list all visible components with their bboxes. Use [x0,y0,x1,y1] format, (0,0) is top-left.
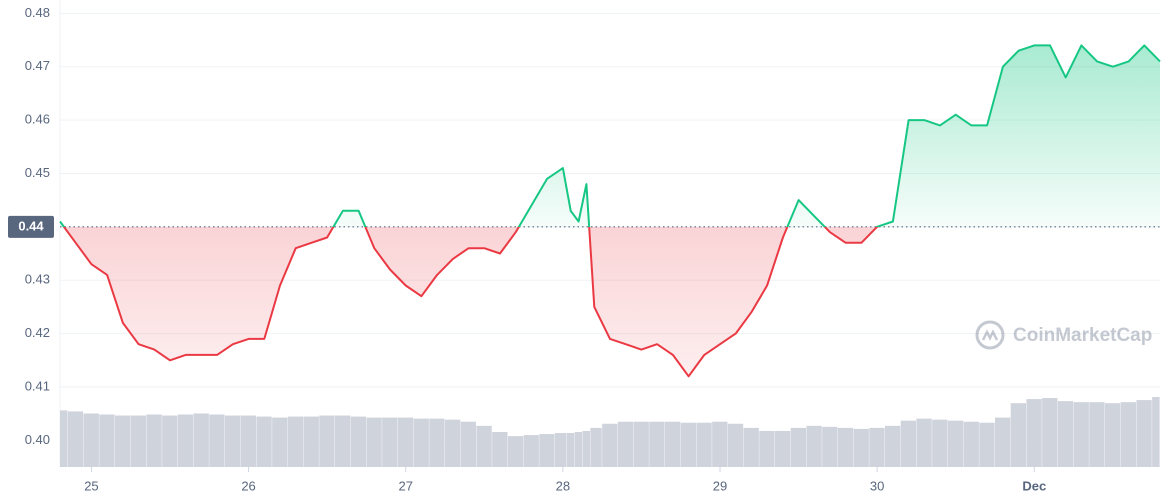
volume-bar [445,419,461,467]
volume-bar [582,430,590,467]
volume-bar [947,420,964,467]
volume-bar [963,421,979,467]
volume-bar [350,416,367,467]
baseline-label-box [8,215,54,238]
x-tick-label: 26 [241,478,255,493]
volume-bar [256,416,272,467]
volume-bar [790,427,807,467]
volume-bar [209,414,225,467]
volume-bar [67,411,84,467]
x-tick-label: 29 [713,478,727,493]
volume-bar [555,433,567,467]
volume-bar [460,421,477,467]
volume-bar [1073,402,1089,467]
x-tick-label: 30 [870,478,884,493]
volume-bar [932,419,948,467]
volume-bar [665,421,681,467]
volume-bar [900,420,917,467]
volume-bar [1136,400,1152,467]
volume-bar [303,416,319,467]
volume-bar [1105,403,1121,467]
volume-bar [916,418,932,467]
volume-bar [240,415,257,467]
volume-bar [566,433,575,467]
volume-bar [1120,402,1137,467]
volume-bar [743,427,759,467]
volume-bar [806,425,822,467]
volume-bar [287,416,304,467]
volume-bar [366,417,382,467]
volume-bar [162,415,178,467]
volume-bar [130,415,147,467]
volume-bar [413,418,429,467]
volume-bar [712,421,728,467]
volume-bar [1152,397,1160,467]
volume-bar [1010,403,1027,467]
y-tick-label: 0.40 [25,432,50,447]
volume-bar [1042,398,1058,467]
volume-bar [822,426,838,467]
y-tick-label: 0.42 [25,325,50,340]
volume-bar [523,435,539,467]
volume-bar [617,421,634,467]
volume-bar [507,436,524,467]
y-tick-label: 0.45 [25,165,50,180]
volume-bar [869,427,885,467]
watermark-text: CoinMarketCap [1013,325,1152,346]
volume-bar [1057,401,1074,467]
volume-bar [476,425,492,467]
volume-bar [759,430,775,467]
volume-bar [979,422,995,467]
volume-bar [146,414,162,467]
volume-bar [397,417,414,467]
volume-bar [680,422,697,467]
y-tick-label: 0.46 [25,112,50,127]
volume-bar [649,421,665,467]
watermark: CoinMarketCap [975,320,1152,350]
volume-bar [837,427,854,467]
volume-bar [429,418,445,467]
price-area [60,45,1160,377]
volume-bar [319,415,335,467]
volume-bar [272,417,288,467]
volume-bar [99,414,115,467]
volume-bar [590,427,602,467]
x-tick-label: Dec [1022,478,1046,493]
volume-bar [1089,402,1105,467]
volume-bar [853,428,869,467]
volume-bar [382,417,398,467]
y-tick-label: 0.41 [25,378,50,393]
volume-bar [885,425,901,467]
volume-bar [177,414,194,467]
volume-bar [696,422,712,467]
volume-bar [633,421,649,467]
volume-bar [83,413,99,467]
volume-bar [60,410,68,467]
volume-bar [1026,399,1042,467]
volume-bar [225,415,241,467]
y-tick-label: 0.48 [25,5,50,20]
volume-bar [335,415,351,467]
volume-bar [193,413,209,467]
volume-bar [602,423,618,467]
volume-bar [775,430,791,467]
y-tick-label: 0.47 [25,58,50,73]
volume-bar [995,417,1011,467]
x-tick-label: 25 [84,478,98,493]
x-tick-label: 27 [398,478,412,493]
x-tick-label: 28 [556,478,570,493]
volume-bar [539,434,555,467]
price-line [59,44,1161,378]
y-tick-label: 0.44 [18,218,44,233]
y-tick-label: 0.43 [25,272,50,287]
volume-bar [727,423,744,467]
volume-bar [115,415,131,467]
volume-bar [492,432,508,467]
volume-bar [574,432,583,467]
